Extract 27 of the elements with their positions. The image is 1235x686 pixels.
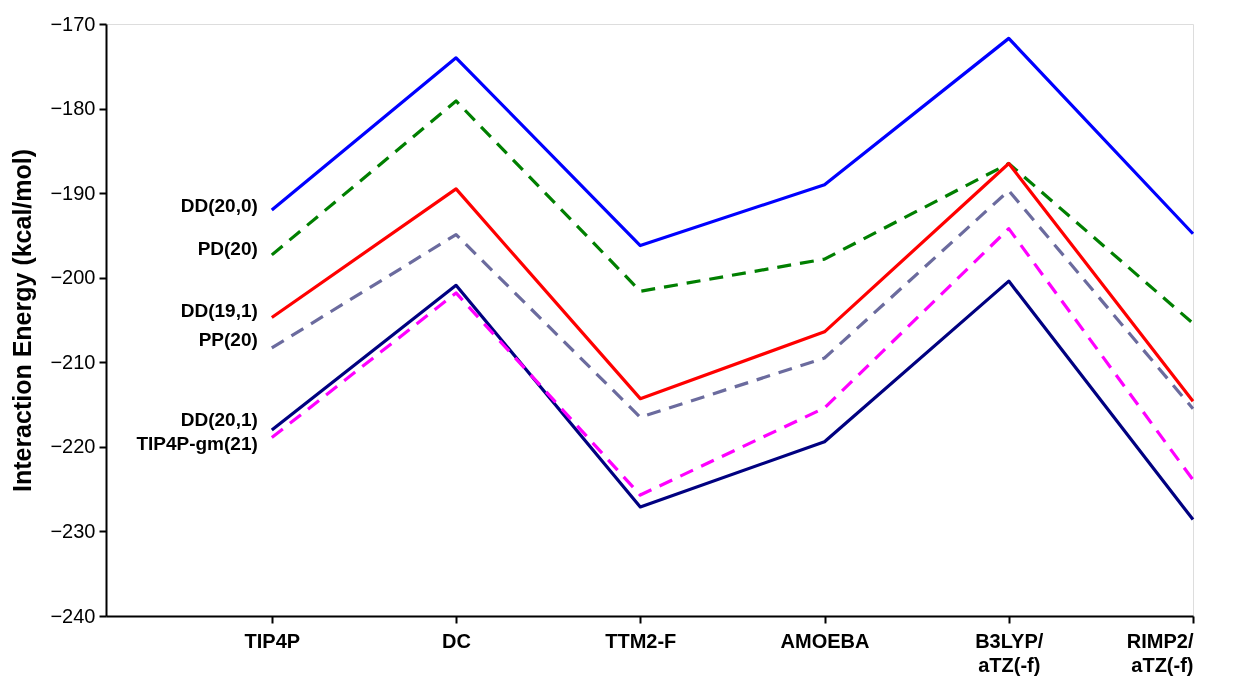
y-tick-label: −240 (50, 604, 96, 627)
x-tick-label: TIP4P (244, 629, 301, 652)
y-tick-label: −220 (50, 435, 96, 458)
x-tick-label: B3LYP/aTZ(-f) (975, 629, 1044, 676)
series-label: PP(20) (198, 329, 258, 351)
y-tick-label: −170 (50, 12, 96, 35)
line-series (270, 189, 1195, 419)
line-series (270, 279, 1195, 522)
series-label: DD(20,0) (180, 194, 258, 216)
series-label: DD(20,1) (180, 409, 258, 431)
y-tick-label: −230 (50, 519, 96, 542)
x-tick-label: RIMP2/aTZ(-f) (1126, 629, 1194, 676)
y-axis-title: Interaction Energy (kcal/mol) (8, 148, 37, 493)
y-tick-label: −210 (50, 350, 96, 373)
line-series (270, 36, 1195, 248)
y-tick-label: −190 (50, 181, 96, 204)
line-series (270, 161, 1195, 403)
line-series (270, 99, 1195, 325)
series-label: TIP4P-gm(21) (136, 433, 258, 455)
x-tick-label: AMOEBA (780, 629, 870, 652)
x-tick-label: DC (442, 629, 471, 652)
y-tick-label: −200 (50, 266, 96, 289)
x-tick-label: TTM2-F (605, 629, 677, 652)
y-tick-label: −180 (50, 97, 96, 120)
line-series (270, 227, 1195, 497)
series-label: DD(19,1) (180, 299, 258, 321)
series-label: PD(20) (197, 238, 258, 260)
